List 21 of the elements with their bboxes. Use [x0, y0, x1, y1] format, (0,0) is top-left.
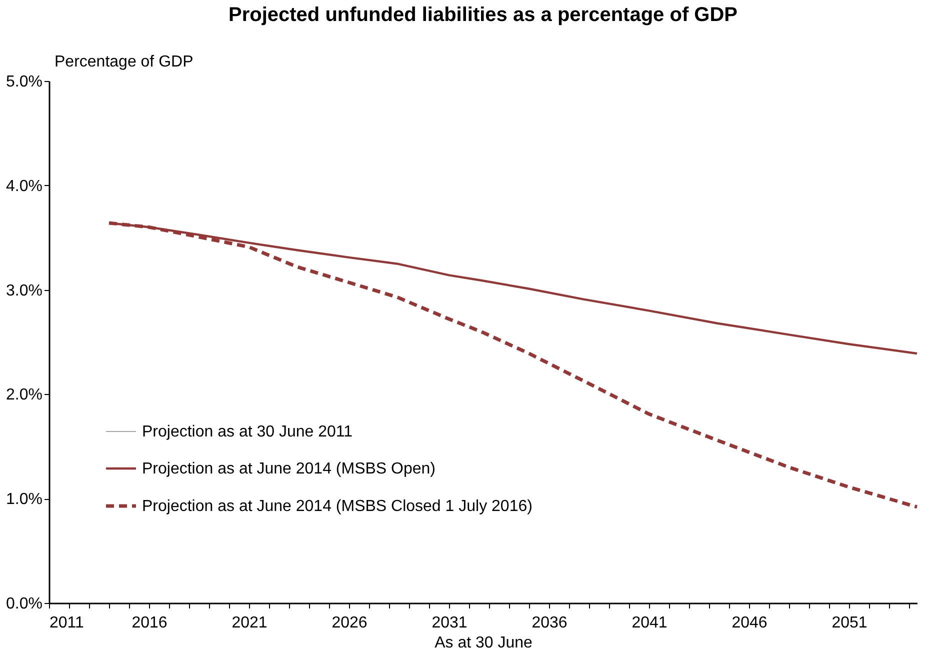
- chart-title: Projected unfunded liabilities as a percentage of GDP: [228, 4, 738, 26]
- y-tick-label: 4.0%: [6, 178, 42, 195]
- x-tick-label: 2051: [832, 614, 868, 632]
- x-tick-label: 2026: [332, 614, 368, 632]
- legend-label: Projection as at June 2014 (MSBS Closed 1 July 2016): [142, 498, 532, 515]
- x-tick-label: 2031: [432, 614, 468, 632]
- x-tick-label: 2036: [532, 614, 568, 632]
- y-tick-label: 0.0%: [6, 596, 42, 612]
- y-tick-label: 2.0%: [6, 386, 42, 404]
- x-axis-title: As at 30 June: [434, 634, 533, 652]
- legend-label: Projection as at 30 June 2011: [142, 424, 353, 440]
- y-tick-label: 3.0%: [6, 282, 42, 300]
- x-tick-label: 2046: [732, 614, 768, 632]
- y-tick-label: 1.0%: [6, 491, 42, 508]
- y-tick-label: 5.0%: [6, 74, 42, 90]
- x-tick-label: 2016: [132, 614, 168, 632]
- x-tick-label: 2021: [232, 614, 268, 632]
- x-tick-label: 2041: [632, 614, 668, 632]
- y-axis-title: Percentage of GDP: [54, 54, 194, 70]
- x-tick-label: 2011: [50, 614, 84, 632]
- legend-label: Projection as at June 2014 (MSBS Open): [142, 460, 436, 478]
